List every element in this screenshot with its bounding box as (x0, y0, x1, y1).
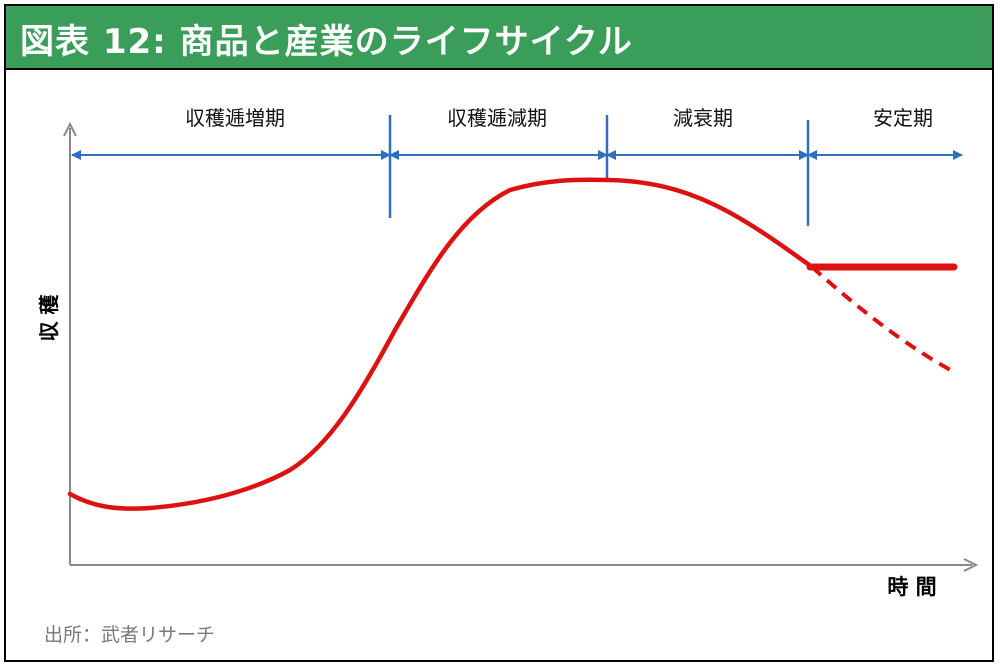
y-axis-arrow (63, 121, 77, 137)
title-bar: 図表 12: 商品と産業のライフサイクル (6, 6, 992, 70)
phase-label-2: 収穫逓減期 (447, 106, 547, 130)
x-axis-arrow (963, 558, 979, 572)
phase-label-4: 安定期 (873, 106, 933, 130)
declining-branch (810, 265, 955, 374)
source-note: 出所：武者リサーチ (44, 624, 216, 646)
chart-frame: 図表 12: 商品と産業のライフサイクル (4, 4, 994, 662)
chart-title: 図表 12: 商品と産業のライフサイクル (20, 22, 633, 62)
phase-label-3: 減衰期 (673, 106, 733, 130)
y-axis-label: 収 穫 (37, 294, 61, 342)
lifecycle-curve (67, 177, 815, 511)
x-axis-label: 時 間 (887, 575, 936, 599)
phase-label-1: 収穫逓増期 (185, 106, 285, 130)
